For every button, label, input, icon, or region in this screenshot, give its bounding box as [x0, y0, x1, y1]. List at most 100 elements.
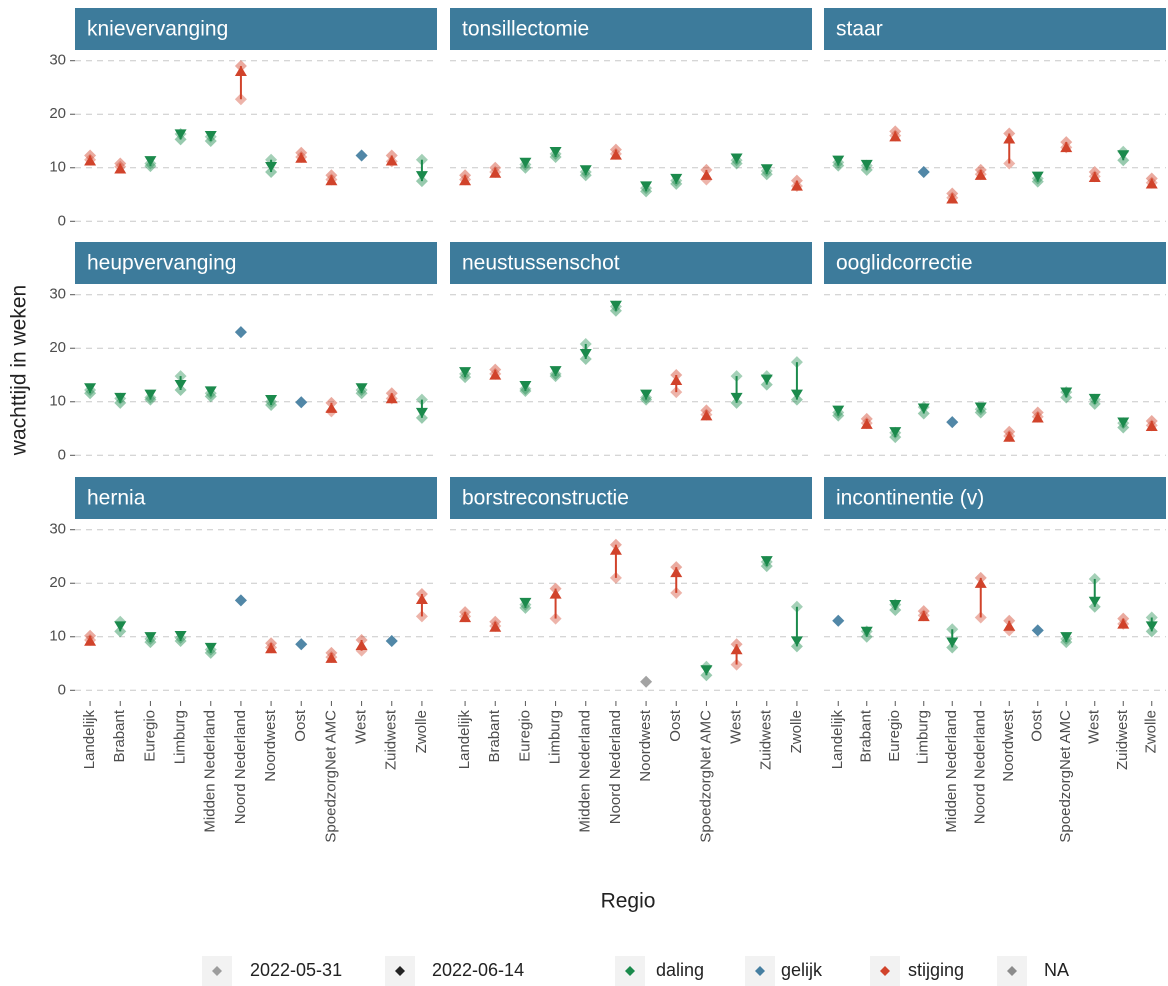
facet-title: tonsillectomie [462, 18, 589, 41]
arrow-head [355, 639, 368, 650]
arrow-head [1117, 150, 1130, 161]
arrow-head [670, 567, 683, 578]
x-tick-label: Euregio [141, 710, 158, 762]
arrow-head [1145, 421, 1158, 432]
arrow-head [1088, 596, 1101, 607]
x-tick-label: Brabant [111, 709, 128, 762]
x-tick-label: SpoedzorgNet AMC [1057, 710, 1074, 843]
facet-strip [824, 8, 1166, 50]
arrow-head [889, 600, 902, 610]
x-tick-label: Landelijk [456, 710, 473, 770]
point-end [295, 396, 308, 409]
arrow-head [295, 152, 308, 163]
y-tick-label: 20 [49, 339, 66, 356]
arrow-head [1060, 142, 1073, 153]
facet-title: staar [836, 18, 883, 41]
y-tick-label: 10 [49, 159, 66, 176]
arrow-head [609, 300, 622, 311]
arrow-head [174, 631, 187, 642]
arrow-head [946, 193, 959, 204]
point-end [946, 416, 959, 429]
arrow-head [265, 643, 278, 654]
arrow-head [355, 383, 368, 394]
facet-title: heupvervanging [87, 252, 236, 275]
arrow-head [519, 381, 532, 392]
legend-label: gelijk [781, 960, 823, 980]
x-tick-label: Euregio [886, 710, 903, 762]
arrow-head [790, 636, 803, 647]
y-tick-label: 20 [49, 105, 66, 122]
y-tick-label: 0 [58, 681, 66, 698]
arrow-head [700, 665, 713, 676]
arrow-head [700, 410, 713, 421]
legend-symbol [1007, 966, 1017, 976]
x-tick-label: Midden Nederland [943, 710, 960, 833]
arrow-head [325, 175, 338, 186]
arrow-head [265, 394, 278, 405]
arrow-head [860, 159, 873, 170]
arrow-head [832, 155, 845, 166]
point-end [385, 635, 398, 648]
x-tick-label: West [353, 709, 370, 744]
x-tick-label: Midden Nederland [202, 710, 219, 833]
y-tick-label: 30 [49, 52, 66, 69]
arrow-head [174, 379, 187, 390]
x-tick-label: SpoedzorgNet AMC [697, 710, 714, 843]
x-tick-label: Noordwest [637, 709, 654, 782]
arrow-head [974, 169, 987, 180]
legend-label: 2022-05-31 [250, 960, 342, 980]
arrow-head [1003, 620, 1016, 631]
facet-title: knievervanging [87, 18, 228, 41]
arrow-head [549, 588, 562, 599]
y-axis-title: wachttijd in weken [8, 285, 31, 456]
arrow-head [1088, 393, 1101, 404]
x-tick-label: West [1086, 709, 1103, 744]
arrow-head [1031, 171, 1044, 182]
arrow-head [84, 383, 97, 394]
point-end [295, 638, 308, 651]
arrow-head [832, 405, 845, 416]
arrow-head [459, 175, 472, 186]
x-tick-label: Brabant [858, 709, 875, 762]
x-tick-label: Landelijk [829, 710, 846, 770]
facet-strip [75, 242, 437, 284]
facet-strip [75, 8, 437, 50]
arrow-head [1060, 387, 1073, 398]
y-tick-label: 30 [49, 286, 66, 303]
legend-symbol [395, 966, 405, 976]
facet-title: incontinentie (v) [836, 487, 984, 510]
arrow-head [415, 593, 428, 604]
arrow-head [860, 418, 873, 429]
x-tick-label: Noord Nederland [607, 710, 624, 824]
y-tick-label: 0 [58, 446, 66, 463]
arrow-head [204, 131, 217, 141]
x-tick-label: Noordwest [1000, 709, 1017, 782]
arrow-head [860, 626, 873, 637]
arrow-head [204, 642, 217, 653]
arrow-head [917, 403, 930, 414]
arrow-head [204, 386, 217, 397]
facet-title: borstreconstructie [462, 487, 629, 510]
arrow-head [609, 544, 622, 555]
arrow-head [1060, 632, 1073, 643]
arrow-head [760, 556, 773, 567]
y-tick-label: 30 [49, 521, 66, 538]
x-tick-label: Landelijk [81, 710, 98, 770]
arrow-head [84, 635, 97, 646]
arrow-head [114, 621, 127, 632]
facet-title: neustussenschot [462, 252, 620, 275]
arrow-head [889, 427, 902, 438]
facet-strip [75, 477, 437, 519]
legend-label: daling [656, 960, 704, 980]
arrow-head [1117, 417, 1130, 428]
point-end [234, 326, 247, 339]
arrow-head [144, 389, 157, 400]
x-tick-label: Oost [1029, 709, 1046, 742]
point-end [1031, 624, 1044, 637]
x-tick-label: Euregio [516, 710, 533, 762]
arrow-head [325, 652, 338, 663]
facet-title: hernia [87, 487, 146, 510]
arrow-head [760, 164, 773, 175]
arrow-head [730, 644, 743, 655]
